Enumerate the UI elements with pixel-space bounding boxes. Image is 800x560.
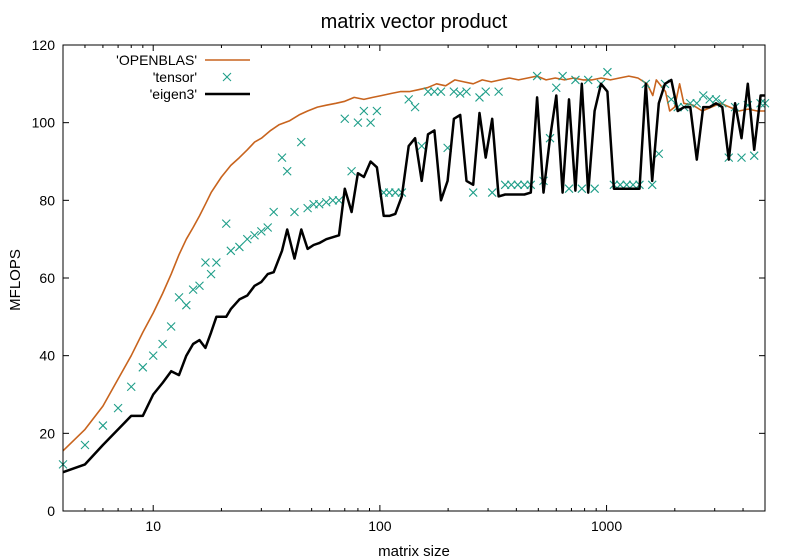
- series-point-tensor: [181, 300, 191, 310]
- series-point-tensor: [250, 230, 259, 240]
- series-point-tensor: [506, 180, 516, 190]
- series-line-eigen3: [62, 78, 765, 474]
- series-point-tensor: [551, 83, 561, 93]
- series-line-openblas: [62, 75, 765, 452]
- series-point-tensor: [235, 242, 244, 252]
- legend-swatch-tensor: [222, 72, 232, 82]
- series-point-tensor: [366, 118, 375, 128]
- y-tick-label: 0: [47, 503, 55, 519]
- series-point-tensor: [148, 351, 158, 361]
- series-point-tensor: [126, 382, 136, 392]
- y-tick-label: 120: [32, 37, 56, 53]
- series-point-tensor: [417, 141, 427, 151]
- series-layer: [58, 67, 770, 474]
- series-point-tensor: [242, 234, 252, 244]
- series-point-tensor: [647, 180, 657, 190]
- x-tick-label: 1000: [591, 518, 622, 534]
- series-point-tensor: [359, 106, 369, 116]
- series-point-tensor: [166, 322, 176, 331]
- series-point-tensor: [290, 207, 299, 217]
- series-point-tensor: [221, 219, 231, 229]
- series-point-tensor: [201, 258, 210, 267]
- series-point-tensor: [98, 421, 108, 430]
- x-tick-label: 100: [368, 518, 392, 534]
- legend: 'OPENBLAS''tensor''eigen3': [116, 52, 250, 102]
- series-point-tensor: [277, 153, 287, 163]
- series-point-tensor: [296, 137, 306, 147]
- series-point-tensor: [698, 91, 708, 100]
- x-tick-label: 10: [145, 518, 161, 534]
- legend-label-tensor: 'tensor': [153, 69, 197, 85]
- series-point-tensor: [282, 166, 292, 176]
- series-point-tensor: [410, 102, 420, 112]
- series-point-tensor: [519, 180, 529, 190]
- y-tick-label: 40: [39, 348, 55, 364]
- series-point-tensor: [455, 89, 465, 98]
- series-point-tensor: [436, 87, 446, 96]
- series-point-tensor: [558, 71, 568, 81]
- series-point-tensor: [577, 184, 587, 194]
- series-point-tensor: [494, 87, 503, 96]
- y-tick-label: 80: [39, 192, 55, 208]
- series-point-tensor: [404, 94, 414, 104]
- tick-layer: 0 20 40 60 80 100 120 10 100 1000: [32, 37, 765, 534]
- plot-frame: [62, 44, 766, 512]
- series-point-tensor: [423, 87, 433, 96]
- series-point-tensor: [711, 94, 721, 104]
- series-point-tensor: [513, 180, 523, 190]
- series-point-tensor: [256, 227, 266, 236]
- series-point-tensor: [654, 149, 664, 159]
- series-point-tensor: [334, 195, 344, 205]
- series-point-tensor: [195, 281, 204, 291]
- y-tick-label: 100: [32, 115, 56, 131]
- series-point-tensor: [481, 87, 491, 96]
- chart-title: matrix vector product: [321, 11, 508, 33]
- series-point-tensor: [158, 339, 167, 349]
- y-axis-label: MFLOPS: [7, 249, 24, 311]
- series-point-tensor: [340, 114, 350, 124]
- series-point-tensor: [347, 166, 356, 176]
- series-point-tensor: [705, 94, 715, 104]
- series-point-tensor: [174, 293, 184, 302]
- series-point-tensor: [749, 151, 759, 161]
- series-point-tensor: [321, 197, 331, 207]
- series-point-tensor: [692, 98, 702, 108]
- series-point-tensor: [500, 180, 510, 190]
- series-point-tensor: [303, 203, 313, 213]
- series-point-tensor: [430, 87, 439, 96]
- series-point-tensor: [487, 188, 497, 197]
- series-point-tensor: [263, 223, 273, 232]
- series-point-tensor: [737, 153, 746, 163]
- y-tick-label: 60: [39, 270, 55, 286]
- series-point-tensor: [583, 75, 593, 85]
- series-point-tensor: [372, 106, 382, 116]
- series-point-tensor: [80, 440, 90, 450]
- series-point-tensor: [328, 195, 338, 205]
- series-point-tensor: [188, 285, 198, 295]
- series-point-tensor: [269, 207, 279, 217]
- series-point-tensor: [564, 184, 574, 194]
- series-point-tensor: [206, 269, 216, 279]
- legend-label-openblas: 'OPENBLAS': [116, 52, 197, 68]
- x-axis-label: matrix size: [378, 543, 450, 560]
- series-point-tensor: [590, 184, 600, 194]
- series-point-tensor: [462, 87, 471, 96]
- series-point-tensor: [603, 67, 612, 77]
- series-point-tensor: [449, 87, 459, 96]
- series-point-tensor: [390, 188, 400, 197]
- series-point-tensor: [226, 246, 236, 256]
- series-point-tensor: [138, 362, 148, 372]
- legend-label-eigen3: 'eigen3': [150, 86, 197, 102]
- y-tick-label: 20: [39, 425, 55, 441]
- series-point-tensor: [113, 403, 123, 413]
- series-point-tensor: [353, 118, 363, 128]
- series-point-tensor: [212, 258, 221, 267]
- series-point-tensor: [571, 75, 580, 85]
- series-point-tensor: [314, 199, 324, 209]
- series-point-tensor: [468, 188, 478, 197]
- series-point-tensor: [532, 71, 542, 81]
